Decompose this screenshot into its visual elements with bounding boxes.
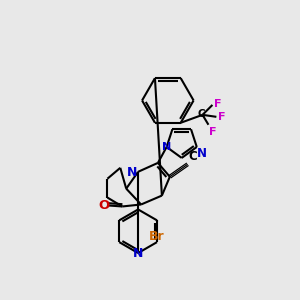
Text: N: N — [133, 247, 143, 260]
Text: O: O — [99, 199, 110, 212]
Text: C: C — [198, 109, 205, 119]
Text: C: C — [189, 150, 197, 163]
Text: N: N — [162, 142, 171, 152]
Text: F: F — [209, 127, 217, 137]
Text: F: F — [218, 112, 226, 122]
Text: N: N — [196, 147, 207, 160]
Text: F: F — [214, 99, 222, 109]
Text: Br: Br — [149, 230, 165, 243]
Text: N: N — [127, 166, 137, 179]
